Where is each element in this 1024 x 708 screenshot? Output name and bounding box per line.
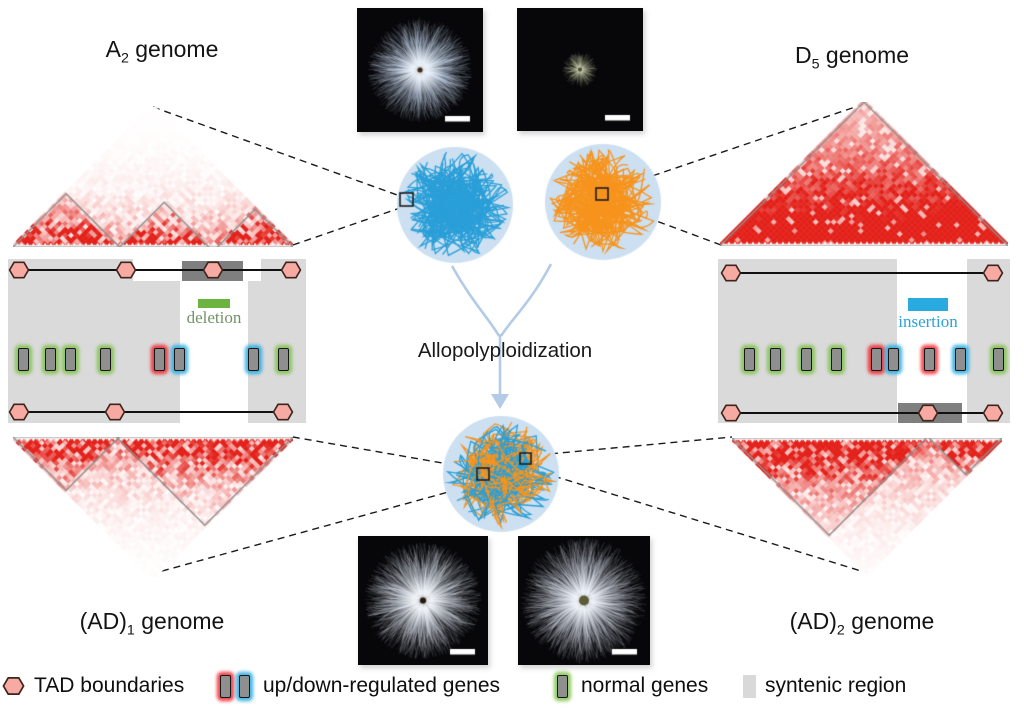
gene-normal (993, 348, 1004, 371)
ad2-seed-fiber-photo (518, 536, 650, 665)
gene-normal (801, 348, 812, 371)
down-regulated-gene-icon (239, 674, 250, 698)
gene-down (174, 348, 185, 371)
gene-normal (18, 348, 29, 371)
d5-seed-fiber-photo (517, 8, 643, 131)
ad2-genome-label: (AD)2 genome (789, 608, 935, 639)
gene-normal (831, 348, 842, 371)
tad-boundary-hexagon (115, 261, 137, 279)
syntenic-region-block (248, 259, 306, 423)
legend-label: normal genes (581, 674, 709, 697)
gene-up (924, 348, 935, 371)
chromosome-line (19, 269, 291, 271)
tad-boundary-hexagon (272, 403, 294, 421)
a2-genome-label: A2 genome (105, 36, 219, 67)
gene-normal (770, 348, 781, 371)
gene-up (154, 348, 165, 371)
d5-genome-label: D5 genome (794, 42, 910, 73)
gene-normal (100, 348, 111, 371)
legend-label: syntenic region (765, 674, 907, 697)
a2-hic-heatmap (13, 107, 293, 247)
tad-boundary-hexagon-icon (2, 676, 25, 696)
syntenic-region-block (967, 259, 1010, 423)
chromosome-line (19, 411, 283, 413)
legend-label: TAD boundaries (34, 674, 185, 697)
ad2-hic-heatmap (732, 438, 1002, 573)
legend-item-tad-boundaries: TAD boundaries (2, 666, 184, 706)
gene-normal (45, 348, 56, 371)
d5-nucleus (543, 142, 663, 262)
gene-normal (65, 348, 76, 371)
deletion-label: deletion (186, 308, 242, 327)
tad-boundary-hexagon (104, 403, 126, 421)
dashed-line-a2b (292, 207, 401, 246)
ad1-genome-label: (AD)1 genome (79, 608, 225, 639)
gene-normal (744, 348, 755, 371)
gene-up (871, 348, 882, 371)
legend-item-normal-genes: normal genes (553, 666, 708, 706)
insertion-bar (908, 298, 948, 311)
legend: TAD boundaries up/down-regulated genes n… (0, 666, 1024, 708)
tad-boundary-hexagon (720, 404, 742, 422)
allopolyploidization-arrow (450, 263, 553, 396)
tad-boundary-hexagon (917, 404, 939, 422)
arrowhead (491, 394, 509, 409)
chromosome-line (731, 272, 993, 274)
d5-hic-heatmap (720, 102, 1008, 246)
tad-boundary-hexagon (720, 264, 742, 282)
ad1-hic-heatmap (13, 437, 293, 577)
a2-nucleus (395, 145, 515, 265)
normal-gene-icon (557, 674, 568, 698)
legend-item-syntenic-region: syntenic region (743, 666, 906, 706)
tad-boundary-hexagon (982, 404, 1004, 422)
deletion-bar (198, 299, 230, 308)
ad1-seed-fiber-photo (358, 536, 488, 665)
allopolyploidization-label: Allopolyploidization (417, 339, 593, 362)
gene-down (888, 348, 899, 371)
tad-boundary-hexagon (982, 264, 1004, 282)
up-regulated-gene-icon (220, 674, 231, 698)
tad-boundary-hexagon (202, 261, 224, 279)
tad-boundary-hexagon (280, 261, 302, 279)
allopolyploid-nucleus (441, 414, 561, 534)
a2-seed-fiber-photo (357, 8, 483, 132)
gene-down (955, 348, 966, 371)
gene-normal (278, 348, 289, 371)
insertion-label: insertion (898, 312, 958, 331)
tad-boundary-hexagon (8, 403, 30, 421)
tad-boundary-hexagon (8, 261, 30, 279)
syntenic-region-swatch (743, 674, 756, 698)
legend-label: up/down-regulated genes (263, 674, 501, 697)
syntenic-region-block (8, 259, 180, 423)
gene-down (248, 348, 259, 371)
legend-item-up-down-genes: up/down-regulated genes (216, 666, 500, 706)
syntenic-region-block (718, 259, 897, 423)
chromosome-line (731, 412, 993, 414)
